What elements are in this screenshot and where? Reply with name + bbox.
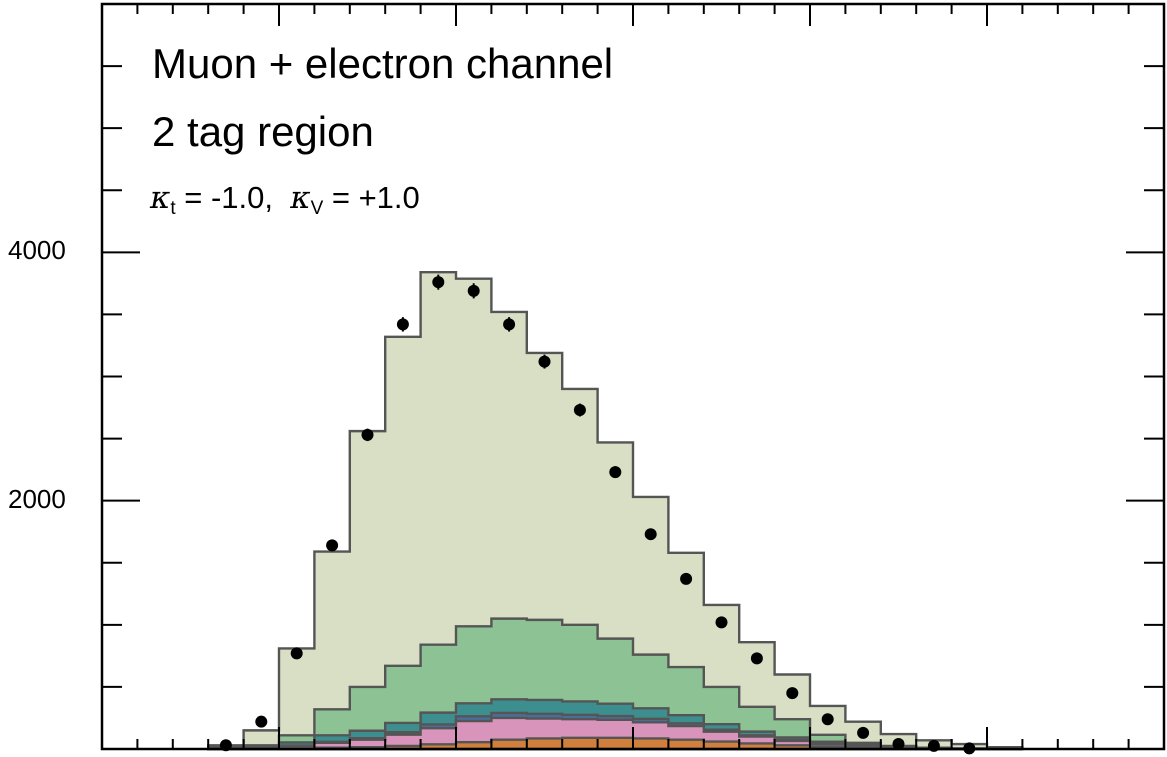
data-point [573,404,586,417]
data-point [290,647,303,660]
data-point [467,284,480,297]
channel-annotation: Muon + electron channel [152,40,614,87]
kappa-t-value: = -1.0, [175,180,273,215]
kappa-t-symbol: κt [150,180,176,219]
data-point [857,726,870,739]
stacked-histogram-layer [207,271,1024,751]
axes-frame [100,2,1166,751]
data-point [609,466,622,479]
data-point [750,652,763,665]
data-point [715,616,728,629]
data-point [538,355,551,368]
data-point [786,687,799,700]
kappa-v-value: = +1.0 [323,180,420,215]
y-tick-label-2000: 2000 [8,483,66,514]
data-point [361,428,374,441]
data-point [892,738,905,751]
stack-layer-c6 [207,271,1024,751]
data-point [326,539,339,552]
data-point [432,276,445,289]
data-point [503,318,516,331]
coupling-annotation: κt = -1.0, κV = +1.0 [150,180,420,220]
y-tick-label-4000: 4000 [8,235,66,266]
kappa-v-symbol: κV [290,180,324,219]
data-point [821,713,834,726]
data-point [644,528,657,541]
data-point [680,572,693,585]
data-point [396,318,409,331]
region-annotation: 2 tag region [152,108,374,155]
data-point [255,715,268,728]
